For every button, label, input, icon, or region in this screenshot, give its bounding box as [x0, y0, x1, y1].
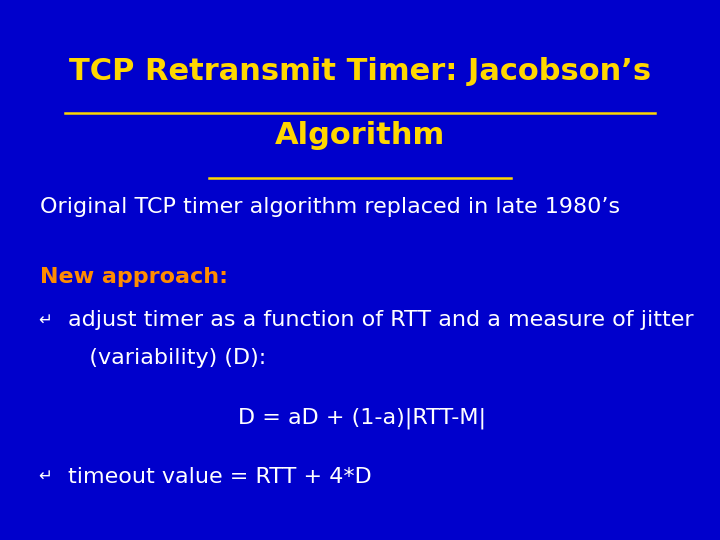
- Text: ↵: ↵: [38, 467, 52, 485]
- Text: adjust timer as a function of RTT and a measure of jitter: adjust timer as a function of RTT and a …: [68, 310, 694, 330]
- Text: ↵: ↵: [38, 310, 52, 328]
- Text: Algorithm: Algorithm: [275, 122, 445, 151]
- Text: TCP Retransmit Timer: Jacobson’s: TCP Retransmit Timer: Jacobson’s: [69, 57, 651, 86]
- Text: D = aD + (1-a)|RTT-M|: D = aD + (1-a)|RTT-M|: [238, 408, 486, 429]
- Text: timeout value = RTT + 4*D: timeout value = RTT + 4*D: [68, 467, 372, 487]
- Text: (variability) (D):: (variability) (D):: [68, 348, 266, 368]
- Text: Original TCP timer algorithm replaced in late 1980’s: Original TCP timer algorithm replaced in…: [40, 197, 620, 217]
- Text: New approach:: New approach:: [40, 267, 228, 287]
